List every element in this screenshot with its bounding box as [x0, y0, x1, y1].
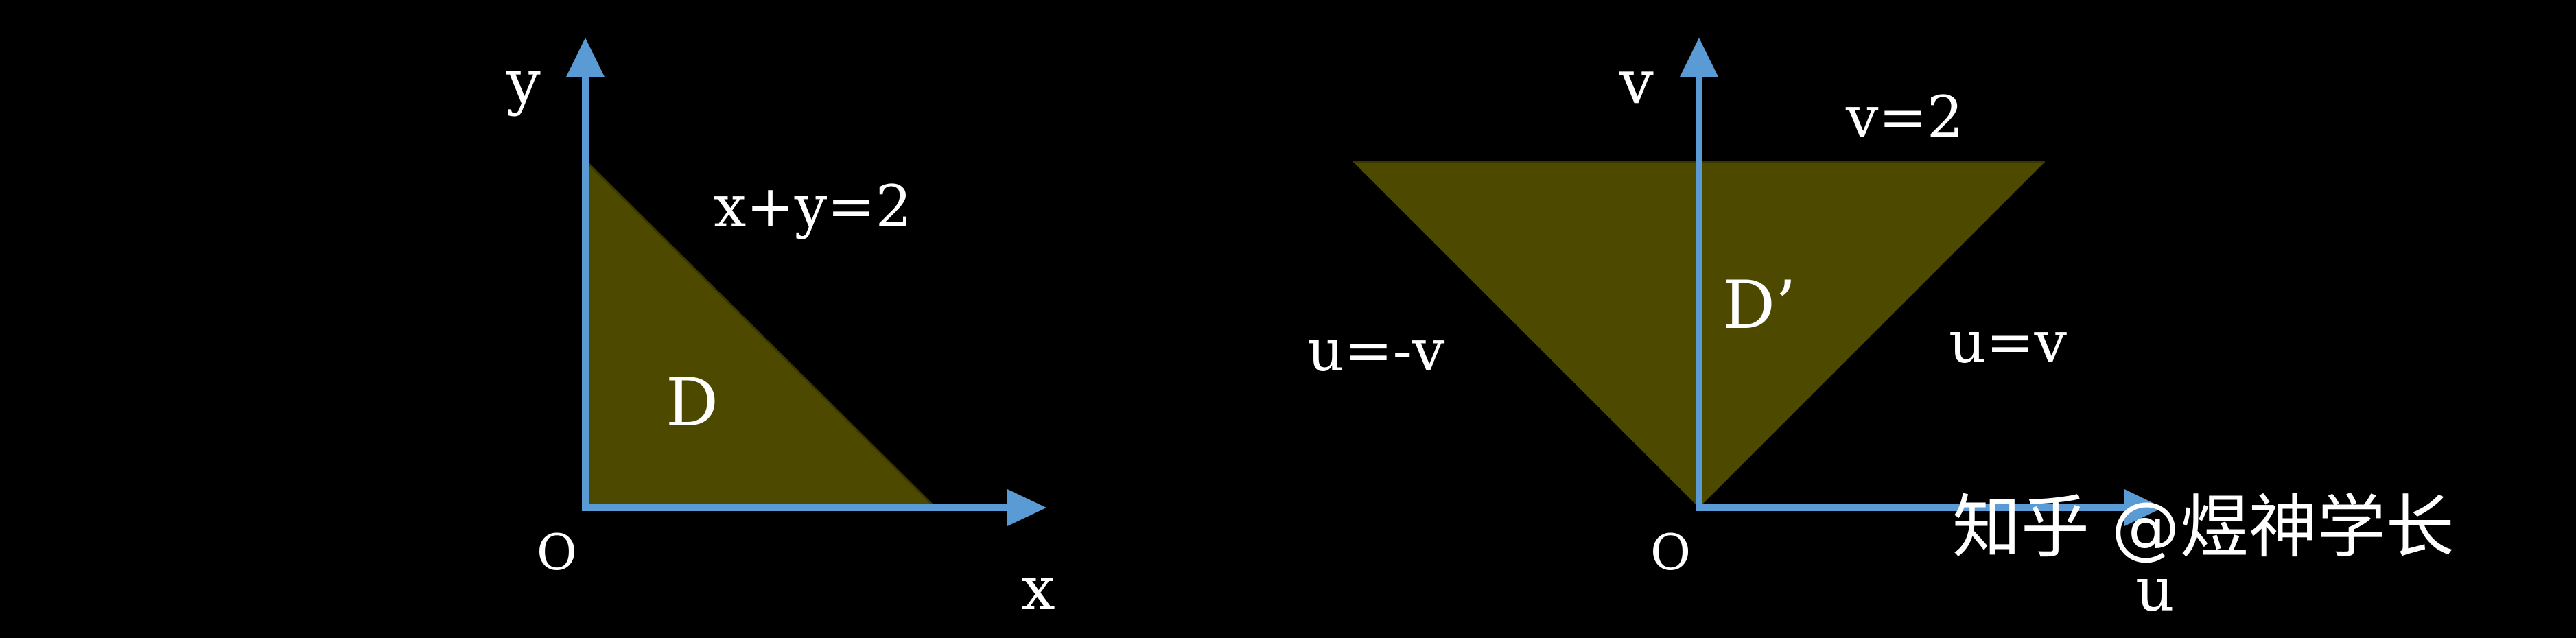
line-x-plus-y-equals-2: [584, 159, 935, 507]
watermark-text: 知乎 @煜神学长: [1952, 487, 2455, 567]
y-axis-arrowhead: [566, 38, 605, 77]
v-axis-label: v: [1619, 47, 1654, 117]
u-axis-arrowhead: [2124, 489, 2163, 526]
right-diagram: v u O v=2 u=-v u=v D’: [1307, 38, 2175, 625]
line-label: x+y=2: [714, 173, 912, 240]
origin-label: O: [537, 523, 577, 581]
left-line-label: u=-v: [1307, 317, 1445, 384]
left-diagram: y x O x+y=2 D: [506, 38, 1055, 624]
u-axis-label: u: [2135, 554, 2175, 625]
region-label: D: [666, 364, 718, 441]
x-axis-arrowhead: [1007, 489, 1046, 526]
origin-label-right: O: [1650, 523, 1691, 581]
top-line-label: v=2: [1845, 84, 1963, 151]
right-line-label: u=v: [1949, 309, 2067, 376]
x-axis-label: x: [1021, 553, 1055, 624]
y-axis-label: y: [506, 47, 541, 117]
v-axis-arrowhead: [1680, 38, 1718, 77]
region-label-prime: D’: [1722, 267, 1796, 344]
